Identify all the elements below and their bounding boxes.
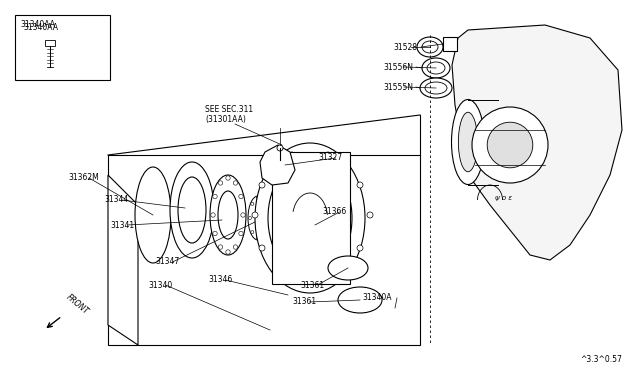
Circle shape	[257, 196, 259, 199]
Circle shape	[357, 245, 363, 251]
Bar	[272, 152, 350, 284]
Circle shape	[264, 217, 268, 219]
Bar	[45, 40, 55, 46]
Circle shape	[251, 202, 254, 205]
Ellipse shape	[218, 191, 238, 239]
Text: 31346: 31346	[208, 276, 232, 285]
Text: SEE SEC.311: SEE SEC.311	[205, 105, 253, 114]
Circle shape	[241, 213, 245, 217]
Circle shape	[289, 277, 295, 283]
Text: ^3.3^0.57: ^3.3^0.57	[580, 355, 622, 364]
Polygon shape	[108, 175, 138, 345]
Ellipse shape	[210, 175, 246, 255]
Ellipse shape	[451, 99, 484, 185]
Text: 31366: 31366	[322, 208, 346, 217]
Ellipse shape	[338, 287, 382, 313]
Ellipse shape	[422, 58, 450, 78]
Circle shape	[213, 231, 217, 236]
Circle shape	[367, 212, 373, 218]
Text: 31340AA: 31340AA	[20, 20, 55, 29]
Circle shape	[262, 231, 265, 234]
Ellipse shape	[282, 178, 338, 258]
Ellipse shape	[328, 256, 368, 280]
Circle shape	[239, 194, 243, 199]
Text: 31556N: 31556N	[383, 62, 413, 71]
Text: (31301AA): (31301AA)	[205, 115, 246, 124]
Text: ψ ο ε: ψ ο ε	[495, 195, 512, 201]
Text: 31327: 31327	[318, 154, 342, 163]
Text: 31361: 31361	[292, 298, 316, 307]
Text: 31362M: 31362M	[68, 173, 99, 183]
Ellipse shape	[417, 37, 443, 57]
Circle shape	[252, 212, 258, 218]
Circle shape	[259, 245, 265, 251]
Circle shape	[226, 176, 230, 180]
Text: 31361: 31361	[300, 280, 324, 289]
Bar	[443, 37, 457, 51]
Polygon shape	[452, 25, 622, 260]
Circle shape	[257, 237, 259, 240]
Circle shape	[218, 181, 223, 185]
Text: 31340: 31340	[148, 280, 172, 289]
Polygon shape	[260, 145, 295, 185]
Ellipse shape	[458, 112, 477, 172]
Ellipse shape	[255, 143, 365, 293]
Circle shape	[234, 181, 237, 185]
Circle shape	[325, 152, 331, 158]
Text: 31344: 31344	[104, 196, 128, 205]
Bar	[15, 15, 110, 80]
Circle shape	[251, 231, 254, 234]
Circle shape	[239, 231, 243, 236]
Text: 31528: 31528	[393, 42, 417, 51]
Text: 31347: 31347	[155, 257, 179, 266]
Ellipse shape	[425, 82, 447, 94]
Circle shape	[472, 107, 548, 183]
Circle shape	[213, 194, 217, 199]
Text: 31341: 31341	[110, 221, 134, 230]
Circle shape	[262, 202, 265, 205]
Circle shape	[487, 122, 532, 168]
Circle shape	[259, 182, 265, 188]
Ellipse shape	[248, 196, 268, 240]
Circle shape	[234, 245, 237, 249]
Ellipse shape	[427, 62, 445, 74]
Circle shape	[211, 213, 215, 217]
Ellipse shape	[135, 167, 171, 263]
Circle shape	[218, 245, 223, 249]
Circle shape	[248, 217, 252, 219]
Circle shape	[226, 250, 230, 254]
Polygon shape	[108, 155, 420, 345]
Circle shape	[277, 145, 283, 151]
Ellipse shape	[170, 162, 214, 258]
Circle shape	[289, 152, 295, 158]
Text: 31340A: 31340A	[362, 294, 392, 302]
Text: 31340AA: 31340AA	[23, 23, 58, 32]
Ellipse shape	[420, 78, 452, 98]
Circle shape	[357, 182, 363, 188]
Ellipse shape	[268, 158, 352, 278]
Circle shape	[325, 277, 331, 283]
Text: 31555N: 31555N	[383, 83, 413, 92]
Ellipse shape	[422, 41, 438, 53]
Ellipse shape	[178, 177, 206, 243]
Text: FRONT: FRONT	[65, 292, 91, 316]
